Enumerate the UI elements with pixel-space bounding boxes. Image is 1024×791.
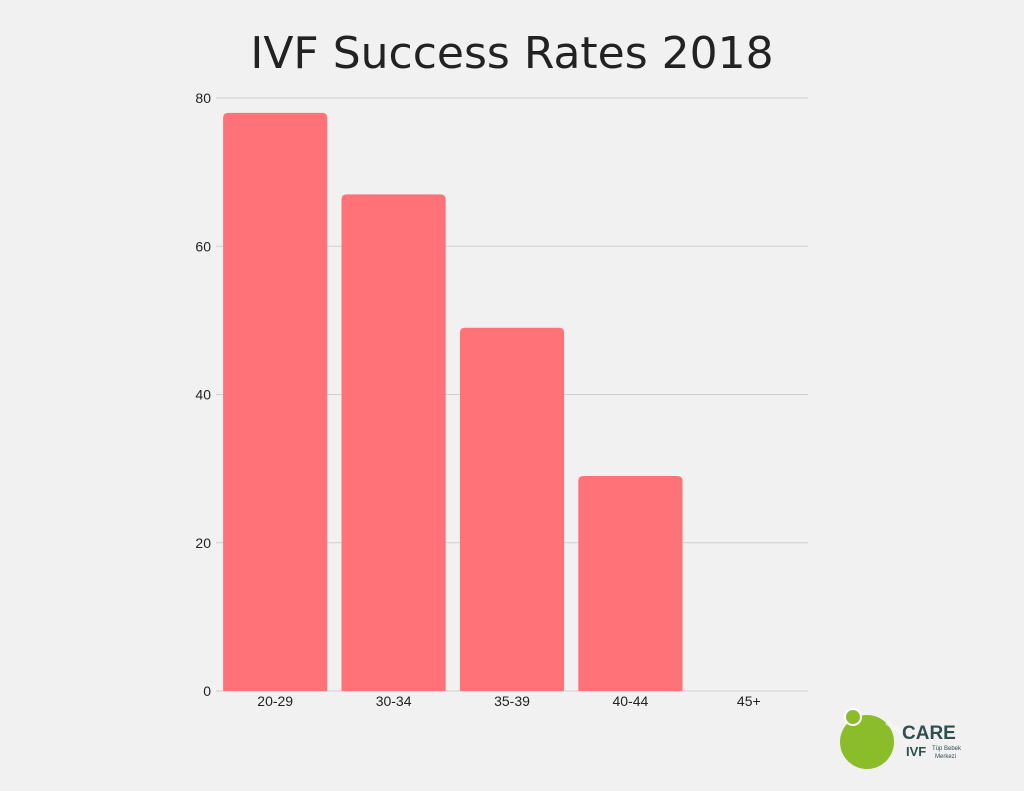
y-axis-ticks: 0 20 40 60 80: [195, 90, 211, 699]
logo-dot: [844, 708, 862, 726]
x-tick-label: 40-44: [612, 693, 648, 709]
logo-tagline-1: Tüp Bebek: [932, 746, 962, 752]
bar-40-44: [578, 476, 683, 691]
logo-sub: IVF: [906, 744, 926, 759]
x-tick-label: 20-29: [257, 693, 293, 709]
x-tick-label: 30-34: [376, 693, 412, 709]
bar-30-34: [341, 194, 446, 692]
bars: [223, 112, 683, 692]
logo: EURO CARE IVF Tüp Bebek Merkezi: [840, 708, 962, 769]
x-tick-label: 45+: [737, 693, 761, 709]
logo-green-circle: [840, 715, 894, 769]
bar-35-39: [459, 327, 565, 691]
logo-name: CARE: [902, 723, 956, 744]
y-tick-label: 40: [195, 387, 211, 403]
y-tick-label: 60: [195, 238, 211, 254]
y-tick-label: 20: [195, 535, 211, 551]
x-axis-ticks: 20-29 30-34 35-39 40-44 45+: [257, 693, 760, 709]
chart-title: IVF Success Rates 2018: [250, 28, 773, 79]
y-tick-label: 0: [203, 683, 211, 699]
y-tick-label: 80: [195, 90, 211, 106]
x-tick-label: 35-39: [494, 693, 530, 709]
bar-20-29: [223, 112, 328, 691]
logo-tagline-2: Merkezi: [935, 754, 956, 760]
